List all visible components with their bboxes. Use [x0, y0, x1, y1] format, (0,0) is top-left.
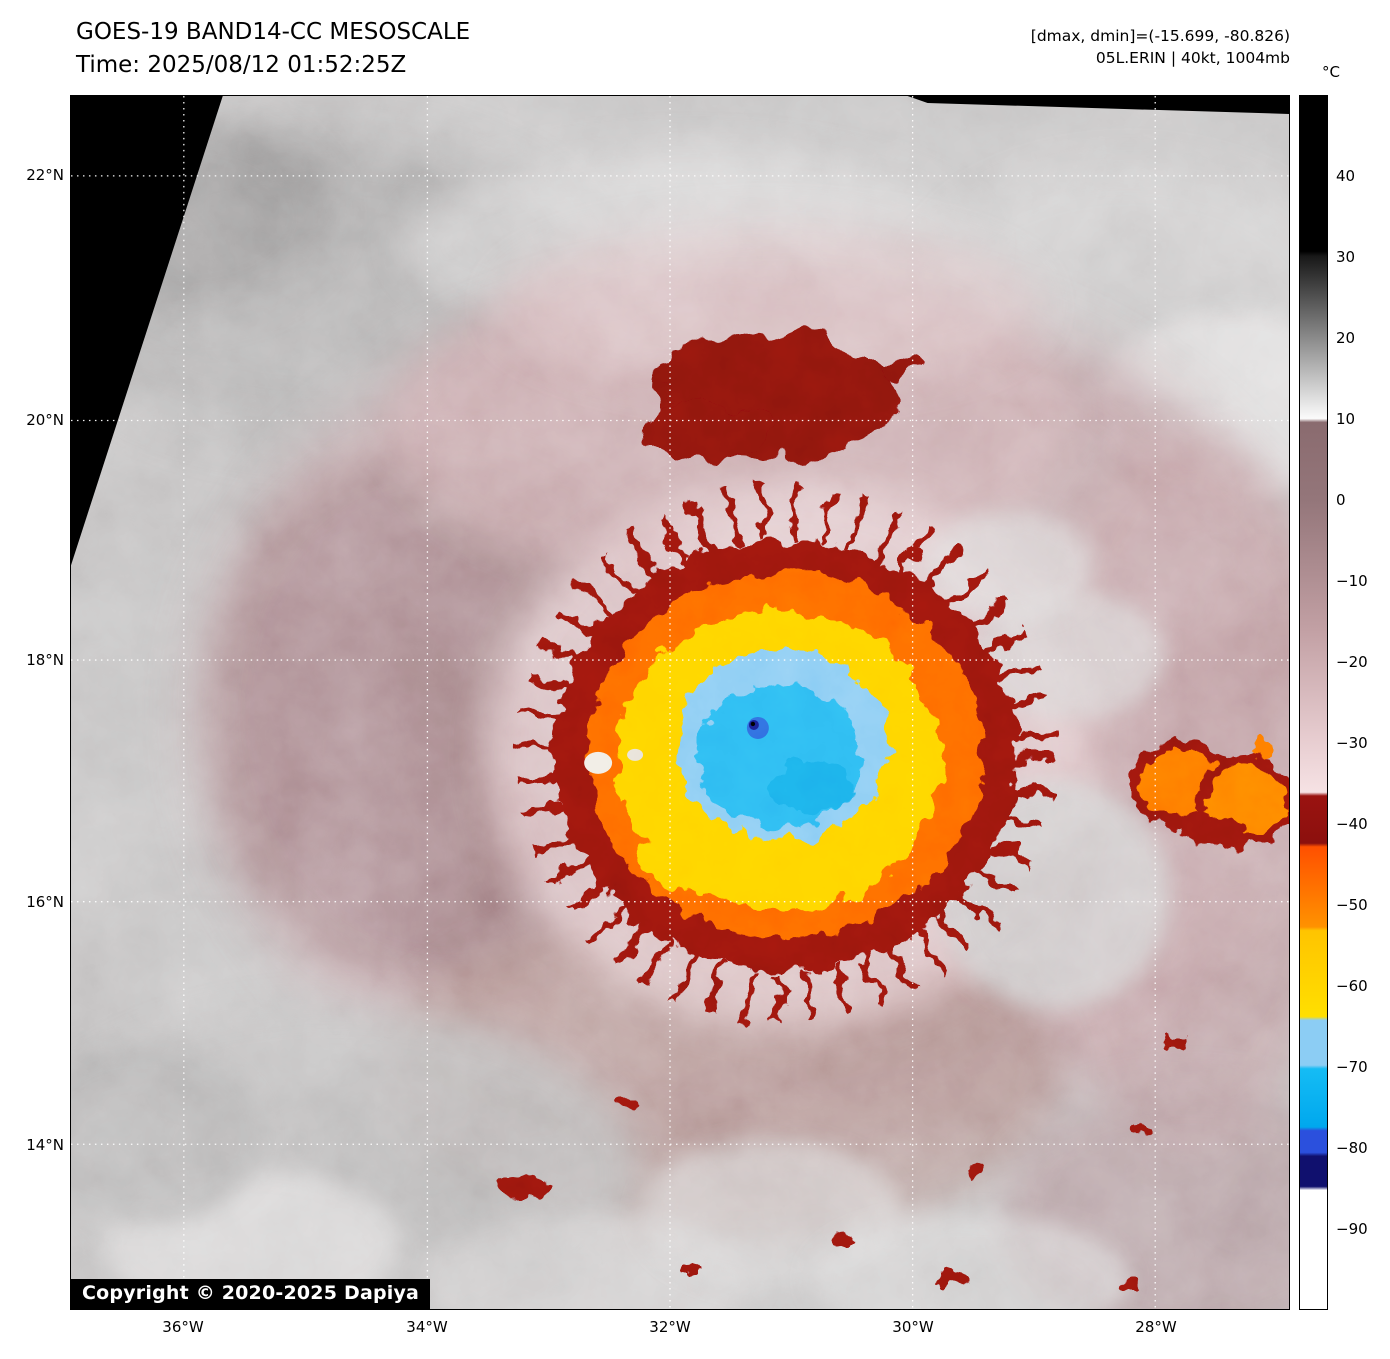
colorbar-tick-label: −50	[1336, 896, 1368, 914]
colorbar-unit: °C	[1322, 63, 1340, 81]
colorbar-tick-label: −90	[1336, 1220, 1368, 1238]
lat-label: 18°N	[26, 651, 64, 669]
lon-label: 32°W	[649, 1318, 691, 1336]
colorbar-tick-label: −60	[1336, 977, 1368, 995]
satellite-map: Copyright © 2020-2025 Dapiya	[70, 95, 1290, 1310]
colorbar-tick-label: −10	[1336, 572, 1368, 590]
scan-edge-topright	[907, 96, 1289, 114]
storm-readout: 05L.ERIN | 40kt, 1004mb	[1095, 49, 1290, 67]
lon-label: 30°W	[892, 1318, 934, 1336]
dmax-dmin-readout: [dmax, dmin]=(-15.699, -80.826)	[1030, 27, 1290, 45]
copyright-badge: Copyright © 2020-2025 Dapiya	[71, 1279, 431, 1309]
lon-label: 34°W	[406, 1318, 448, 1336]
colorbar-tick-label: −80	[1336, 1139, 1368, 1157]
figure-readouts: [dmax, dmin]=(-15.699, -80.826) 05L.ERIN…	[900, 25, 1290, 69]
colorbar-tick-label: 30	[1336, 248, 1356, 266]
colorbar-tick-label: 10	[1336, 410, 1356, 428]
lat-label: 16°N	[26, 893, 64, 911]
figure-title: GOES-19 BAND14-CC MESOSCALE	[76, 19, 471, 45]
cloud-texture-fine	[71, 96, 1289, 1309]
colorbar-tick-label: −40	[1336, 815, 1368, 833]
scan-edge-topleft	[71, 96, 223, 566]
lat-label: 20°N	[26, 411, 64, 429]
scan-edge-mask	[71, 96, 1289, 566]
colorbar-tick-label: 40	[1336, 167, 1356, 185]
figure-time: Time: 2025/08/12 01:52:25Z	[76, 52, 407, 78]
lat-label: 22°N	[26, 166, 64, 184]
colorbar-tick-label: −30	[1336, 734, 1368, 752]
colorbar-tick-label: 0	[1336, 491, 1346, 509]
colorbar-tick-label: 20	[1336, 329, 1356, 347]
colorbar	[1299, 95, 1328, 1310]
lat-label: 14°N	[26, 1136, 64, 1154]
colorbar-tick-label: −70	[1336, 1058, 1368, 1076]
colorbar-tick-label: −20	[1336, 653, 1368, 671]
graticule	[71, 96, 1289, 1309]
figure-header: GOES-19 BAND14-CC MESOSCALE Time: 2025/0…	[76, 16, 470, 82]
lon-label: 28°W	[1135, 1318, 1177, 1336]
satellite-image	[71, 96, 1289, 1309]
lon-label: 36°W	[162, 1318, 204, 1336]
